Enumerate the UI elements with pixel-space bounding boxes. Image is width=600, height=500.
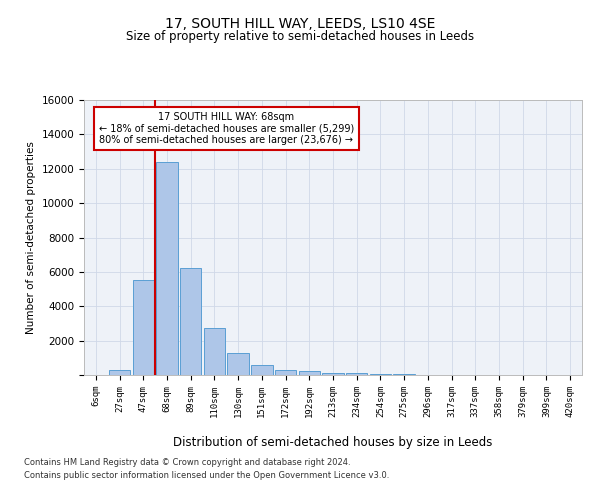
Text: Contains public sector information licensed under the Open Government Licence v3: Contains public sector information licen… [24,472,389,480]
Bar [157,162,178,375]
Bar [299,372,320,375]
Bar [394,374,415,375]
Text: Contains HM Land Registry data © Crown copyright and database right 2024.: Contains HM Land Registry data © Crown c… [24,458,350,467]
Bar [370,374,391,375]
Y-axis label: Number of semi-detached properties: Number of semi-detached properties [26,141,36,334]
Text: Distribution of semi-detached houses by size in Leeds: Distribution of semi-detached houses by … [173,436,493,449]
Text: 17 SOUTH HILL WAY: 68sqm
← 18% of semi-detached houses are smaller (5,299)
80% o: 17 SOUTH HILL WAY: 68sqm ← 18% of semi-d… [98,112,354,145]
Bar [133,280,154,375]
Bar [251,366,272,375]
Bar [346,374,367,375]
Bar [322,373,344,375]
Text: Size of property relative to semi-detached houses in Leeds: Size of property relative to semi-detach… [126,30,474,43]
Bar [227,352,249,375]
Bar [275,370,296,375]
Text: 17, SOUTH HILL WAY, LEEDS, LS10 4SE: 17, SOUTH HILL WAY, LEEDS, LS10 4SE [165,18,435,32]
Bar [109,370,130,375]
Bar [180,268,202,375]
Bar [204,328,225,375]
